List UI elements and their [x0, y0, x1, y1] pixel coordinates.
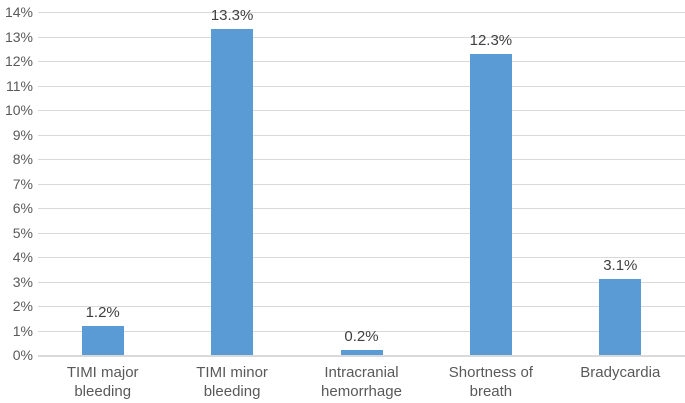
x-axis-category-label: Bradycardia [580, 364, 661, 381]
bar-3 [340, 350, 383, 355]
gridline [38, 183, 685, 185]
bar-4 [469, 54, 512, 355]
data-label: 0.2% [344, 328, 379, 345]
y-axis-tick-label: 0% [12, 347, 33, 363]
data-label: 13.3% [210, 7, 254, 24]
y-axis-tick-label: 8% [12, 151, 33, 167]
gridline [38, 232, 685, 234]
gridline [38, 110, 685, 111]
x-axis-category-label: TIMI minor bleeding [196, 364, 268, 400]
gridline [38, 159, 685, 160]
y-axis: 0% 1% 2% 3% 4% 5% 6% 7% 8% 9% 10% 11% 12% 13% 14% [0, 4, 33, 363]
y-axis-tick-label: 3% [12, 273, 33, 290]
gridline [38, 330, 685, 332]
y-axis-tick-label: 4% [12, 249, 33, 265]
y-axis-tick-label: 6% [12, 200, 33, 216]
gridline [38, 85, 685, 87]
x-axis-category-label: Intracranial hemorrhage [321, 364, 402, 400]
data-label: 1.2% [85, 304, 120, 321]
bar-2 [211, 29, 254, 355]
gridline [38, 12, 685, 13]
gridline [38, 281, 685, 283]
gridline [38, 134, 685, 136]
y-axis-tick-label: 1% [12, 322, 33, 339]
gridline [38, 306, 685, 307]
gridline [38, 208, 685, 209]
data-label: 12.3% [469, 32, 513, 49]
x-axis-category-label: TIMI major bleeding [66, 364, 139, 400]
y-axis-tick-label: 13% [4, 28, 33, 45]
y-axis-tick-label: 2% [12, 298, 33, 314]
y-axis-tick-label: 14% [4, 4, 33, 20]
x-axis-category-label: Shortness of breath [448, 364, 533, 400]
y-axis-tick-label: 11% [6, 77, 33, 94]
data-label: 3.1% [603, 257, 638, 274]
bar-1 [81, 326, 124, 355]
bar-5 [599, 279, 642, 355]
plot-area: 1.2% 13.3% 0.2% 12.3% 3.1% [38, 7, 685, 357]
y-axis-tick-label: 9% [12, 126, 33, 143]
gridline [38, 36, 685, 38]
y-axis-tick-label: 5% [12, 224, 33, 241]
y-axis-tick-label: 7% [12, 175, 33, 192]
y-axis-tick-label: 10% [4, 102, 33, 118]
gridline [38, 61, 685, 62]
gridline [38, 257, 685, 258]
y-axis-tick-label: 12% [4, 53, 33, 69]
x-axis: TIMI major bleeding TIMI minor bleeding In… [38, 363, 685, 403]
